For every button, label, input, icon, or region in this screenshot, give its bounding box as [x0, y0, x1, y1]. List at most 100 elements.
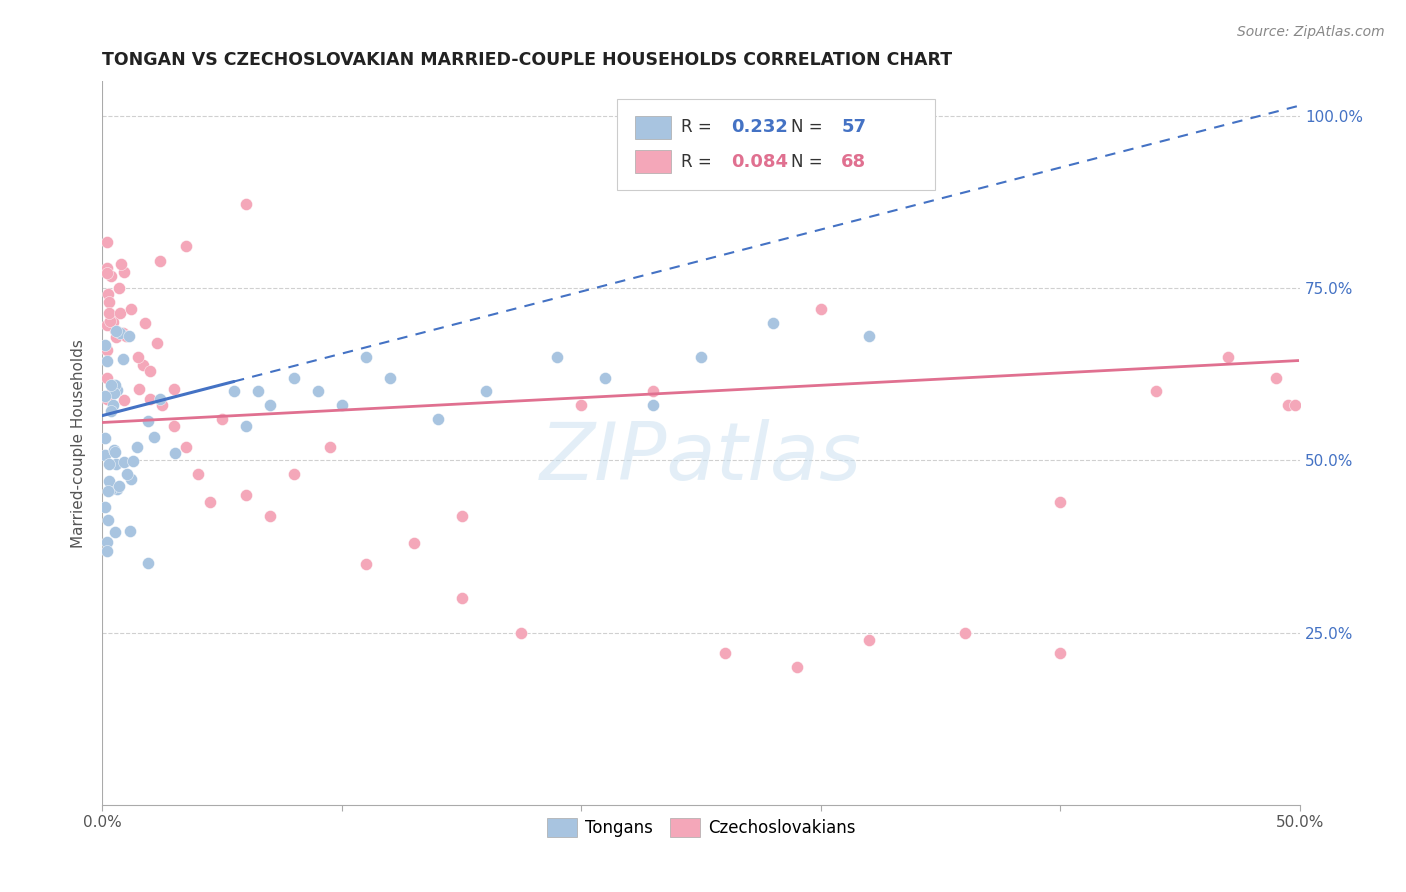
Point	[187, 467, 209, 482]
Point	[953, 625, 976, 640]
Text: R =: R =	[681, 153, 717, 170]
Text: N =: N =	[792, 153, 828, 170]
Point	[163, 419, 186, 434]
Point	[96, 353, 118, 368]
Point	[100, 269, 122, 284]
Point	[128, 382, 150, 396]
Point	[858, 329, 880, 343]
Point	[149, 392, 172, 406]
Point	[115, 467, 138, 482]
Text: N =: N =	[792, 118, 828, 136]
Point	[330, 398, 353, 412]
Point	[136, 557, 159, 571]
Point	[145, 336, 167, 351]
Point	[354, 557, 377, 571]
Point	[149, 254, 172, 268]
Point	[103, 385, 125, 400]
Point	[100, 403, 122, 417]
Point	[96, 235, 118, 249]
Point	[426, 412, 449, 426]
Point	[104, 323, 127, 337]
Text: TONGAN VS CZECHOSLOVAKIAN MARRIED-COUPLE HOUSEHOLDS CORRELATION CHART: TONGAN VS CZECHOSLOVAKIAN MARRIED-COUPLE…	[103, 51, 952, 69]
Point	[569, 398, 592, 412]
Point	[211, 412, 233, 426]
Point	[643, 398, 665, 412]
Point	[174, 440, 197, 454]
Point	[101, 311, 124, 326]
Point	[97, 484, 120, 499]
Point	[97, 457, 120, 471]
Point	[93, 431, 115, 445]
Point	[127, 350, 149, 364]
Point	[142, 430, 165, 444]
Point	[1218, 350, 1240, 364]
Point	[259, 508, 281, 523]
Point	[139, 364, 162, 378]
Point	[97, 287, 120, 301]
Point	[198, 495, 221, 509]
Point	[136, 414, 159, 428]
Point	[97, 306, 120, 320]
FancyBboxPatch shape	[636, 150, 671, 173]
Point	[104, 525, 127, 540]
Point	[283, 467, 305, 482]
Point	[100, 377, 122, 392]
Point	[235, 196, 257, 211]
Point	[546, 350, 568, 364]
Point	[105, 324, 128, 338]
Point	[104, 457, 127, 471]
FancyBboxPatch shape	[636, 116, 671, 139]
Text: 68: 68	[841, 153, 866, 170]
Point	[235, 488, 257, 502]
Point	[93, 389, 115, 403]
Point	[112, 455, 135, 469]
Point	[98, 295, 121, 310]
Point	[112, 352, 135, 367]
Point	[110, 257, 132, 271]
Point	[112, 265, 135, 279]
Point	[108, 326, 131, 341]
Point	[138, 392, 160, 407]
Point	[283, 370, 305, 384]
Point	[120, 472, 142, 486]
Point	[450, 591, 472, 606]
Point	[96, 544, 118, 558]
Point	[93, 338, 115, 352]
Point	[104, 445, 127, 459]
Point	[120, 301, 142, 316]
Point	[96, 266, 118, 280]
Point	[108, 281, 131, 295]
Text: Source: ZipAtlas.com: Source: ZipAtlas.com	[1237, 25, 1385, 39]
Point	[104, 378, 127, 392]
Text: ZIPatlas: ZIPatlas	[540, 418, 862, 497]
Point	[100, 386, 122, 401]
Point	[319, 440, 342, 454]
Point	[103, 398, 125, 412]
Point	[259, 398, 281, 412]
Point	[103, 442, 125, 457]
Point	[97, 513, 120, 527]
Point	[235, 419, 257, 434]
Point	[643, 384, 665, 399]
Point	[132, 358, 155, 372]
Point	[690, 350, 713, 364]
Point	[111, 326, 134, 340]
Point	[115, 329, 138, 343]
Point	[127, 440, 149, 454]
Point	[450, 508, 472, 523]
Point	[163, 382, 186, 396]
Point	[1284, 398, 1306, 412]
Point	[1144, 384, 1167, 399]
Point	[858, 632, 880, 647]
Point	[107, 483, 129, 497]
Point	[150, 398, 173, 412]
Point	[786, 660, 808, 674]
Point	[114, 393, 136, 408]
Point	[98, 474, 121, 488]
Point	[100, 314, 122, 328]
Point	[174, 239, 197, 253]
Point	[1265, 370, 1288, 384]
Legend: Tongans, Czechoslovakians: Tongans, Czechoslovakians	[540, 811, 862, 844]
Y-axis label: Married-couple Households: Married-couple Households	[72, 339, 86, 548]
Point	[1277, 398, 1299, 412]
